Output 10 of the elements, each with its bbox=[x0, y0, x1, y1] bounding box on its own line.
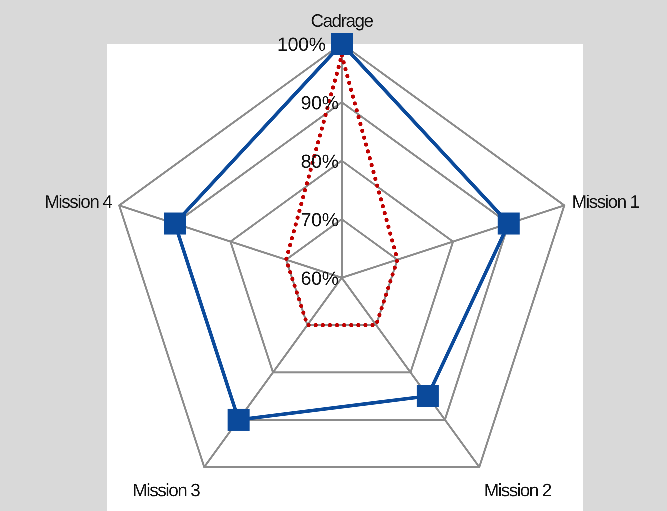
spoke-label: Mission 1 bbox=[572, 192, 640, 212]
y-tick-label: 90% bbox=[300, 94, 340, 115]
y-tick-label: 60% bbox=[300, 269, 340, 290]
spoke-label: Mission 4 bbox=[44, 192, 113, 212]
y-tick-label: 80% bbox=[300, 152, 340, 174]
y-tick-label: 100% bbox=[277, 35, 326, 56]
y-tick-label: 70% bbox=[300, 210, 340, 232]
spoke-label: Cadrage bbox=[310, 10, 374, 31]
spoke-label: Mission 2 bbox=[484, 480, 552, 501]
spoke-label: Mission 3 bbox=[132, 480, 201, 501]
